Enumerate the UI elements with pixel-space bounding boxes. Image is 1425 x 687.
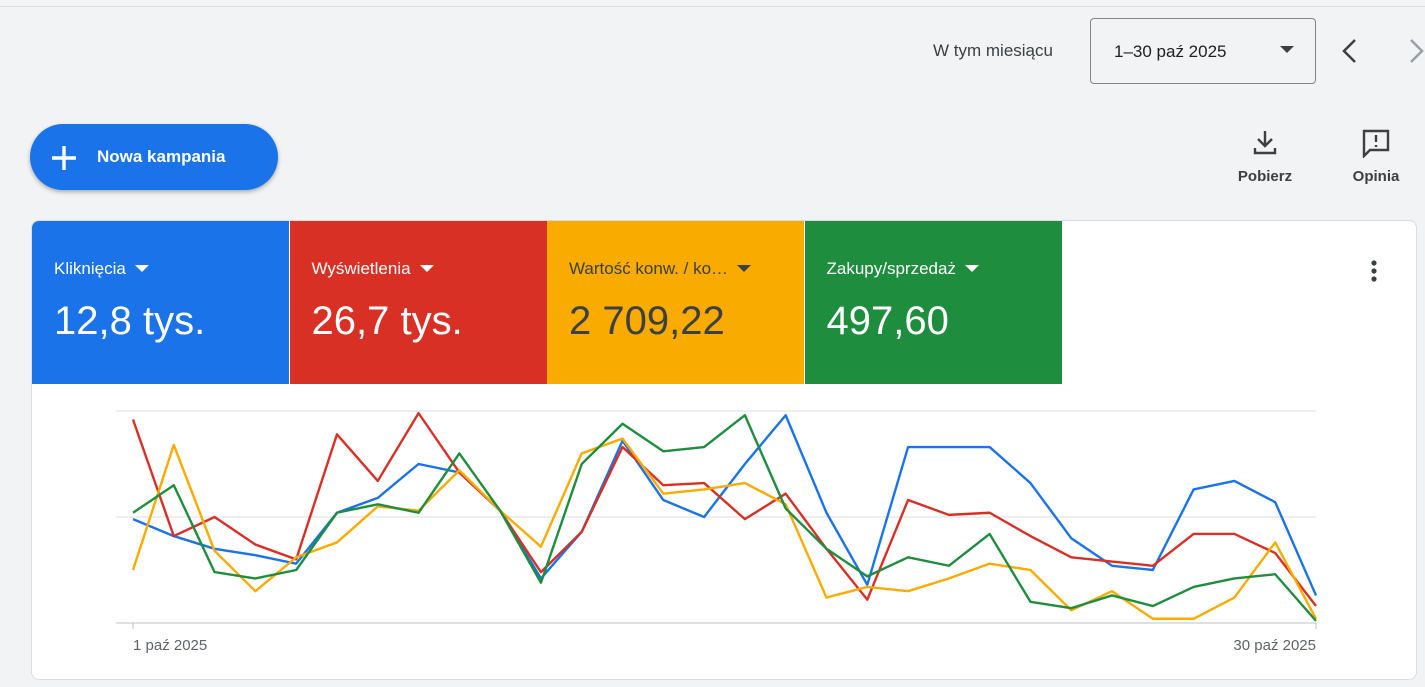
more-menu[interactable] <box>1364 259 1384 287</box>
x-tick-label: 1 paź 2025 <box>133 637 207 654</box>
metric-total: 12,8 tys. <box>54 299 206 343</box>
download-label: Pobierz <box>1237 168 1293 185</box>
performance-card: Kliknięcia 12,8 tys. Wyświetlenia 26,7 tys.… <box>31 220 1417 680</box>
dropdown-arrow <box>419 265 434 272</box>
series-line <box>132 414 1318 596</box>
new-campaign-button[interactable]: Nowa kampania <box>30 124 278 190</box>
series-line <box>132 414 1317 622</box>
divider <box>0 6 1425 7</box>
feedback-icon <box>1362 129 1390 159</box>
button-label: Nowa kampania <box>97 147 226 166</box>
download-button[interactable]: Pobierz <box>1225 128 1305 185</box>
metric-total: 497,60 <box>826 299 949 343</box>
x-tick-label: 30 paź 2025 <box>1233 637 1316 654</box>
metric-name: Wyświetlenia <box>311 259 411 278</box>
date-range-select[interactable]: 1–30 paź 2025 <box>1090 18 1316 84</box>
dropdown-arrow <box>737 265 751 272</box>
metric-name: Wartość konw. / ko… <box>569 259 729 278</box>
metric-name: Zakupy/sprzedaż <box>826 259 956 278</box>
next-button[interactable] <box>1405 38 1425 64</box>
metric-tile[interactable]: Kliknięcia 12,8 tys. <box>32 221 289 384</box>
feedback-label: Opinia <box>1352 168 1400 185</box>
feedback-button[interactable]: Opinia <box>1336 128 1416 185</box>
metric-tile[interactable]: Zakupy/sprzedaż 497,60 <box>804 221 1062 384</box>
metric-name: Kliknięcia <box>54 259 126 278</box>
date-range: 1–30 paź 2025 <box>1114 42 1227 61</box>
prev-button[interactable] <box>1338 38 1362 64</box>
metric-total: 2 709,22 <box>569 299 725 343</box>
metric-total: 26,7 tys. <box>311 299 463 343</box>
dropdown-arrow <box>135 265 149 272</box>
dropdown-arrow <box>964 265 979 272</box>
download-icon <box>1253 131 1277 155</box>
chart: 1 paź 2025 30 paź 2025 <box>116 410 1318 654</box>
dropdown-arrow <box>1280 46 1294 53</box>
metric-tile[interactable]: Wyświetlenia 26,7 tys. <box>289 221 547 384</box>
series-line <box>131 437 1318 620</box>
series-line <box>131 411 1317 607</box>
plus-icon <box>52 146 76 170</box>
metric-tile[interactable]: Wartość konw. / ko… 2 709,22 <box>547 221 804 384</box>
period-label: W tym miesiącu <box>933 41 1053 60</box>
